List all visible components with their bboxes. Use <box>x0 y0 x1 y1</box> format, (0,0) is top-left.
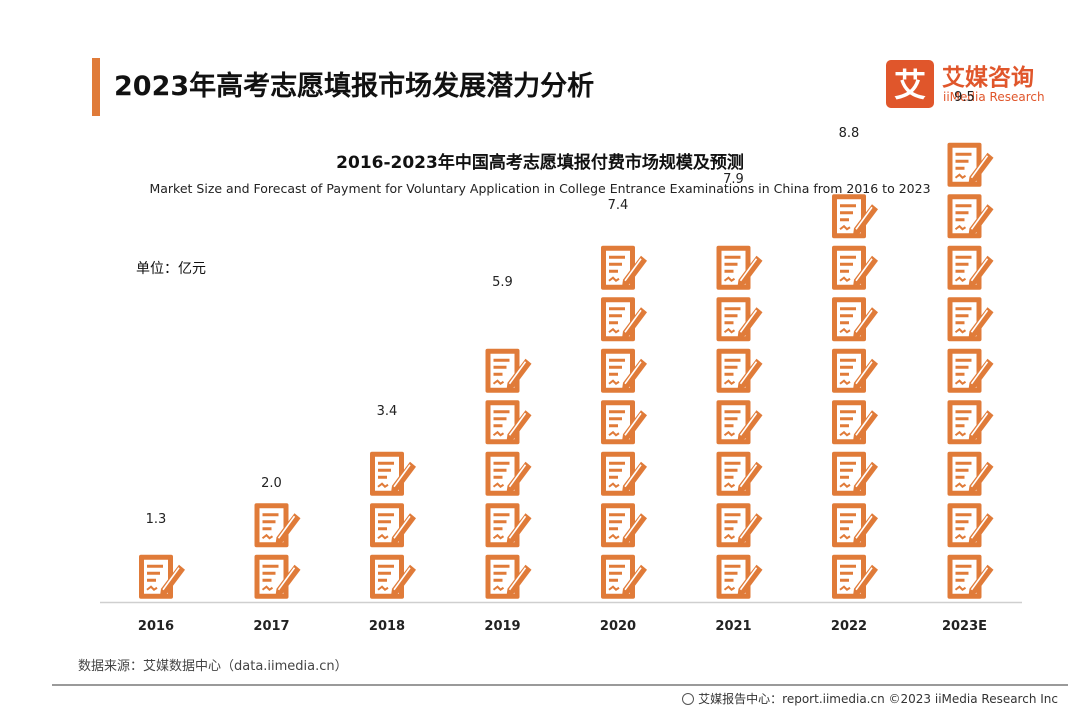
bar-icon <box>484 502 533 549</box>
globe-icon <box>682 693 695 705</box>
bar-icon <box>830 553 880 600</box>
bar-icon <box>715 502 764 549</box>
logo-english-name: iiMedia Research <box>943 90 1045 104</box>
bar-icon <box>484 553 533 600</box>
bar-icon <box>599 296 649 343</box>
bar-icon <box>830 502 880 549</box>
bar-2017 <box>253 502 302 600</box>
bar-icon <box>715 244 764 291</box>
bar-icon <box>946 399 995 446</box>
bar-icon <box>830 193 880 240</box>
bar-icon <box>946 141 995 188</box>
x-tick-label-2018: 2018 <box>369 619 405 634</box>
bar-icon <box>599 347 649 394</box>
bar-icon <box>137 553 187 600</box>
bar-icon <box>830 347 880 394</box>
bar-2020 <box>599 220 649 600</box>
bar-icon <box>715 553 764 600</box>
bar-icon-partial <box>715 195 764 240</box>
bar-2023E <box>946 112 995 600</box>
data-label-2017: 2.0 <box>261 476 282 491</box>
footer-divider <box>52 684 1068 686</box>
bar-icon <box>599 399 649 446</box>
bar-icon <box>715 450 764 497</box>
title-accent-bar <box>92 58 100 116</box>
footer-credit: 艾媒报告中心：report.iimedia.cn ©2023 iiMedia R… <box>682 690 1058 707</box>
bar-icon <box>946 193 995 240</box>
bar-2018 <box>368 426 418 600</box>
bar-icon <box>946 296 995 343</box>
x-tick-label-2017: 2017 <box>253 619 289 634</box>
data-label-2022: 8.8 <box>839 126 860 141</box>
bar-icon <box>946 553 995 600</box>
bar-icon-partial <box>830 148 880 188</box>
bar-icon <box>484 347 533 394</box>
logo-mark-glyph: 艾 <box>894 66 926 104</box>
bar-2019 <box>484 298 533 600</box>
bar-icon <box>715 296 764 343</box>
x-tick-label-2016: 2016 <box>138 619 174 634</box>
logo-mark: 艾 <box>886 60 934 108</box>
data-label-2019: 5.9 <box>492 275 513 290</box>
chart-title: 2016-2023年中国高考志愿填报付费市场规模及预测 <box>336 153 744 173</box>
logo-chinese-name: 艾媒咨询 <box>942 65 1034 91</box>
bar-icon <box>946 502 995 549</box>
bar-icon <box>830 296 880 343</box>
bar-icon <box>253 553 302 600</box>
bar-icon <box>946 347 995 394</box>
bar-icon <box>599 502 649 549</box>
x-tick-label-2021: 2021 <box>715 619 751 634</box>
unit-label: 单位：亿元 <box>136 261 206 277</box>
logo-mark-text: 艾 <box>894 66 926 104</box>
data-label-2020: 7.4 <box>608 198 629 213</box>
bar-icon <box>599 450 649 497</box>
bar-icon <box>368 450 418 497</box>
iimedia-logo: 艾 艾媒咨询 iiMedia Research <box>886 58 1056 112</box>
data-label-2018: 3.4 <box>377 404 398 419</box>
bar-icon <box>368 553 418 600</box>
bar-icon <box>830 450 880 497</box>
x-tick-label-2020: 2020 <box>600 619 636 634</box>
bar-icon-partial <box>484 298 533 343</box>
bar-icon <box>599 553 649 600</box>
bar-icon <box>253 502 302 549</box>
pictogram-bar-chart: 1.320162.020173.420185.920197.420207.920… <box>100 90 1022 634</box>
bar-icon <box>830 399 880 446</box>
x-tick-label-2019: 2019 <box>484 619 520 634</box>
bar-icon <box>715 399 764 446</box>
page-title: 2023年高考志愿填报市场发展潜力分析 <box>114 71 595 102</box>
footer-credit-text: 艾媒报告中心：report.iimedia.cn ©2023 iiMedia R… <box>698 692 1058 706</box>
bar-icon <box>946 244 995 291</box>
bar-icon <box>946 450 995 497</box>
chart-subtitle: Market Size and Forecast of Payment for … <box>149 181 931 196</box>
x-tick-label-2022: 2022 <box>831 619 867 634</box>
bar-icon <box>830 244 880 291</box>
bar-2022 <box>830 148 880 600</box>
bar-icon <box>484 399 533 446</box>
bar-icon <box>715 347 764 394</box>
x-tick-label-2023E: 2023E <box>942 619 987 634</box>
bar-2021 <box>715 195 764 600</box>
bar-icon <box>368 502 418 549</box>
bar-icon <box>484 450 533 497</box>
data-label-2023E: 9.5 <box>954 90 975 105</box>
bar-icon <box>599 244 649 291</box>
data-label-2021: 7.9 <box>723 172 744 187</box>
data-label-2016: 1.3 <box>146 512 167 527</box>
data-source-note: 数据来源：艾媒数据中心（data.iimedia.cn） <box>78 659 348 674</box>
